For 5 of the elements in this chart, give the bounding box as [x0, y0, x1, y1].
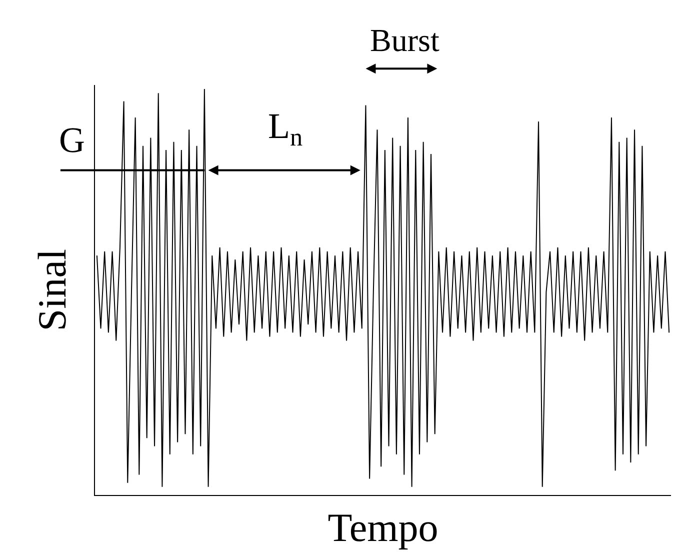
x-axis-title: Tempo	[328, 504, 438, 550]
text: G	[59, 120, 85, 160]
y-axis-title: Sinal	[30, 248, 74, 332]
text: Burst	[370, 22, 440, 58]
annotation: L$_{n}$	[268, 106, 303, 152]
